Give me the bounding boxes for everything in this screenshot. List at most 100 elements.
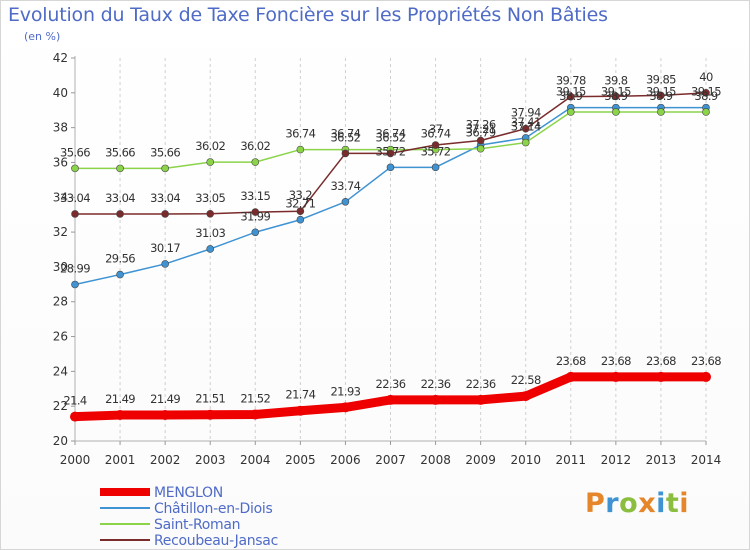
data-label: 40 [699,70,713,84]
data-point [116,270,124,279]
data-point [206,158,215,166]
data-label: 36.52 [330,130,360,144]
data-label: 36.74 [285,127,315,141]
data-label: 21.49 [105,392,135,406]
logo-letter: t [665,488,680,519]
data-point [431,163,440,172]
data-label: 23.68 [691,354,721,368]
x-tick-label: 2013 [646,453,677,467]
data-point [385,394,396,405]
data-point [657,91,665,100]
data-point [386,163,395,172]
data-label: 33.15 [240,189,270,203]
data-label: 39.85 [646,72,676,86]
data-point [296,145,305,154]
data-point [296,207,305,215]
x-tick-label: 2014 [691,453,722,467]
data-label: 37.41 [511,115,541,129]
data-label: 21.4 [63,394,86,408]
data-point [701,371,711,382]
x-tick-label: 2009 [465,453,496,467]
data-label: 21.51 [195,392,225,406]
y-tick-label: 26 [53,330,68,344]
x-tick-label: 2004 [240,453,271,467]
x-tick-label: 2001 [105,453,136,467]
data-point [657,108,665,116]
x-tick-label: 2005 [285,453,316,467]
logo-letter: i [679,488,690,519]
y-tick-label: 38 [53,121,68,135]
data-point [566,92,575,101]
x-tick-label: 2008 [420,453,451,467]
data-label: 33.74 [330,179,360,193]
logo-letter: r [605,488,620,519]
data-point [115,410,126,421]
data-label: 35.66 [60,145,90,159]
data-label: 21.49 [150,392,180,406]
data-label: 21.74 [285,388,315,402]
data-point [160,410,171,421]
proxiti-logo: Proxiti [585,488,689,519]
y-tick-label: 34 [53,190,68,204]
data-label: 33.04 [105,191,135,205]
data-label: 39.8 [604,73,627,87]
x-tick-label: 2011 [556,453,587,467]
data-label: 37.14 [511,120,541,134]
legend-label: MENGLON [154,485,223,501]
data-point [206,245,215,253]
data-label: 31.99 [240,209,270,223]
data-labels: 21.4 21.49 21.49 21.51 21.52 21.74 21.93 22.36 2… [60,70,722,408]
legend-swatch [100,507,150,509]
legend-swatch [100,523,150,525]
data-label: 37 [429,122,443,136]
data-label: 23.68 [646,354,676,368]
data-label: 22.36 [376,377,406,391]
data-label: 21.93 [330,384,360,398]
data-label: 21.52 [240,392,270,406]
data-label: 23.68 [601,354,631,368]
legend-label: Recoubeau-Jansac [154,533,278,549]
data-point [521,138,530,147]
data-label: 22.36 [466,377,496,391]
data-point [386,149,395,158]
data-label: 36.74 [330,127,360,141]
y-tick-label: 28 [53,295,68,309]
data-point [341,149,350,158]
data-label: 29.56 [105,252,135,266]
data-label: 33.2 [289,188,312,202]
legend-swatch [100,539,150,541]
data-label: 23.68 [556,354,586,368]
data-point [702,89,710,97]
data-label: 33.05 [195,191,225,205]
data-point [610,371,621,382]
x-tick-label: 2000 [60,453,91,467]
data-point [655,371,666,382]
data-label: 37.26 [466,118,496,132]
data-label: 36.79 [466,126,496,140]
data-point [161,210,169,218]
data-label: 22.58 [511,373,541,387]
data-label: 36.52 [376,130,406,144]
data-point [206,210,215,218]
logo-letter: x [638,488,657,519]
data-point [521,124,530,133]
data-point [251,228,260,237]
chart-title: Evolution du Taux de Taxe Foncière sur l… [8,4,608,26]
data-label: 36.02 [195,139,225,153]
data-point [431,141,440,149]
data-point [430,394,441,405]
y-tick-label: 36 [53,155,68,169]
data-point [250,409,261,420]
legend-swatch [100,488,150,496]
y-tick-label: 40 [53,86,68,100]
data-label: 35.72 [421,144,451,158]
data-point [476,136,485,145]
data-point [341,197,350,206]
data-label: 36.02 [240,139,270,153]
data-point [161,260,169,268]
data-point [612,108,620,116]
unit-label: (en %) [24,30,61,43]
data-label: 35.72 [376,144,406,158]
data-point [612,92,620,101]
data-point [565,371,576,382]
